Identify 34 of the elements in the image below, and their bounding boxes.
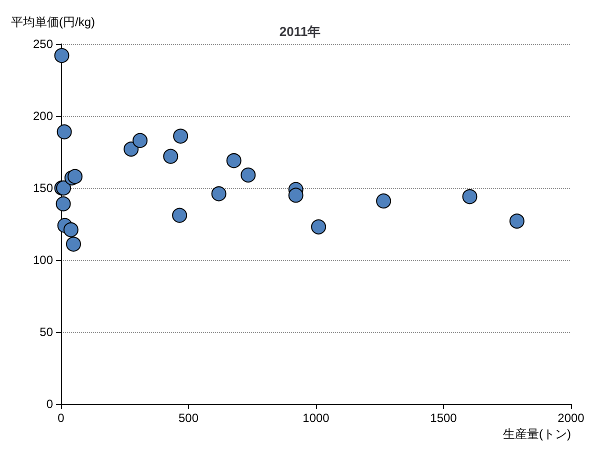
chart-title: 2011年 bbox=[279, 24, 321, 39]
y-axis-title: 平均単価(円/kg) bbox=[11, 15, 96, 29]
point bbox=[124, 142, 139, 157]
point bbox=[211, 186, 226, 202]
point bbox=[163, 148, 178, 164]
x-tick-label: 1500 bbox=[430, 411, 458, 425]
y-tick-label: 100 bbox=[32, 253, 54, 267]
point bbox=[311, 219, 326, 234]
point bbox=[54, 48, 70, 64]
x-tick-label: 0 bbox=[58, 411, 65, 425]
x-tick-label: 1000 bbox=[302, 411, 330, 425]
x-tick-label: 500 bbox=[178, 411, 199, 425]
x-axis-title: 生産量(トン) bbox=[503, 427, 571, 441]
y-tick-label: 200 bbox=[32, 109, 54, 123]
point bbox=[132, 132, 148, 148]
point bbox=[376, 193, 392, 208]
point bbox=[173, 128, 188, 144]
y-tick-label: 0 bbox=[46, 397, 54, 411]
point bbox=[66, 236, 81, 252]
point bbox=[226, 153, 242, 168]
point bbox=[240, 168, 256, 183]
point bbox=[509, 214, 524, 229]
y-tick-label: 50 bbox=[40, 325, 54, 339]
y-tick-label: 250 bbox=[32, 37, 54, 51]
point bbox=[462, 189, 478, 204]
point bbox=[288, 188, 304, 203]
y-tick-label: 150 bbox=[32, 181, 54, 195]
point bbox=[68, 168, 83, 184]
point bbox=[56, 124, 72, 140]
point bbox=[56, 196, 71, 212]
point bbox=[172, 208, 188, 223]
point bbox=[56, 180, 72, 196]
x-tick-label: 2000 bbox=[558, 411, 585, 425]
point bbox=[63, 222, 78, 238]
